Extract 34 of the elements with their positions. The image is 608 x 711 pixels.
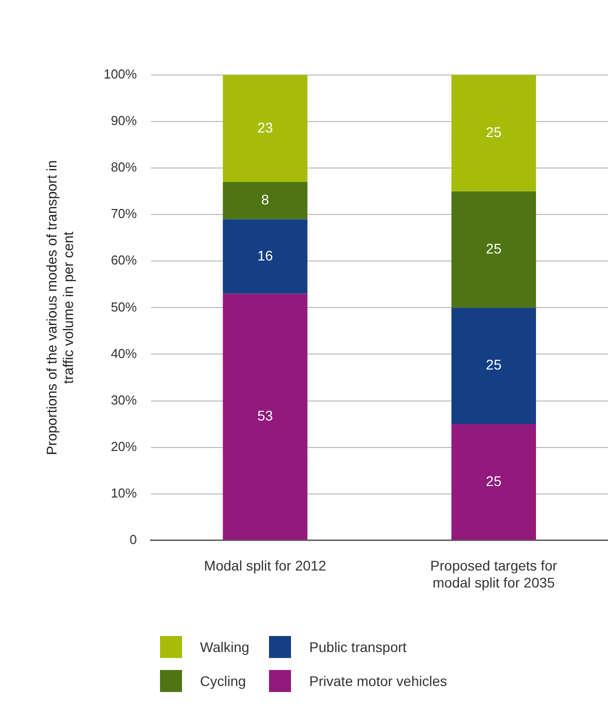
legend-label: Public transport bbox=[309, 639, 407, 655]
data-label: 25 bbox=[486, 240, 502, 256]
data-label: 23 bbox=[257, 119, 274, 136]
y-tick-label: 20% bbox=[110, 438, 138, 454]
x-tick-label: Modal split for 2012 bbox=[204, 558, 326, 574]
y-tick-label: 40% bbox=[110, 346, 138, 361]
bar bbox=[222, 75, 308, 182]
data-label: 25 bbox=[486, 356, 502, 373]
y-tick-label: 0 bbox=[130, 532, 137, 547]
y-axis-title: Proportions of the various modes of transport in traffic volume in per cent bbox=[43, 160, 76, 456]
x-tick-label: Proposed targets for modal split for 2035 bbox=[430, 558, 558, 590]
y-tick-label: 90% bbox=[110, 113, 138, 128]
legend-label: Private motor vehicles bbox=[309, 673, 447, 689]
y-tick-label: 50% bbox=[110, 299, 138, 314]
data-label: 25 bbox=[486, 472, 502, 489]
y-tick-label: 70% bbox=[110, 206, 138, 222]
y-tick-label: 60% bbox=[110, 252, 138, 268]
legend-label: Cycling bbox=[200, 673, 246, 689]
data-label: 25 bbox=[486, 124, 502, 140]
bar bbox=[451, 424, 536, 540]
y-tick-label: 10% bbox=[110, 485, 138, 500]
legend-label: Walking bbox=[200, 639, 250, 655]
bar bbox=[222, 219, 308, 294]
y-tick-label: 30% bbox=[110, 392, 138, 408]
bar bbox=[222, 182, 308, 220]
bar bbox=[222, 294, 308, 540]
data-label: 53 bbox=[257, 408, 274, 424]
y-tick-label: 100% bbox=[104, 66, 138, 82]
bar bbox=[451, 75, 536, 192]
y-tick-label: 80% bbox=[110, 160, 138, 175]
data-label: 8 bbox=[261, 192, 270, 208]
data-label: 16 bbox=[257, 247, 274, 264]
bar bbox=[451, 191, 536, 308]
bar bbox=[451, 308, 536, 424]
